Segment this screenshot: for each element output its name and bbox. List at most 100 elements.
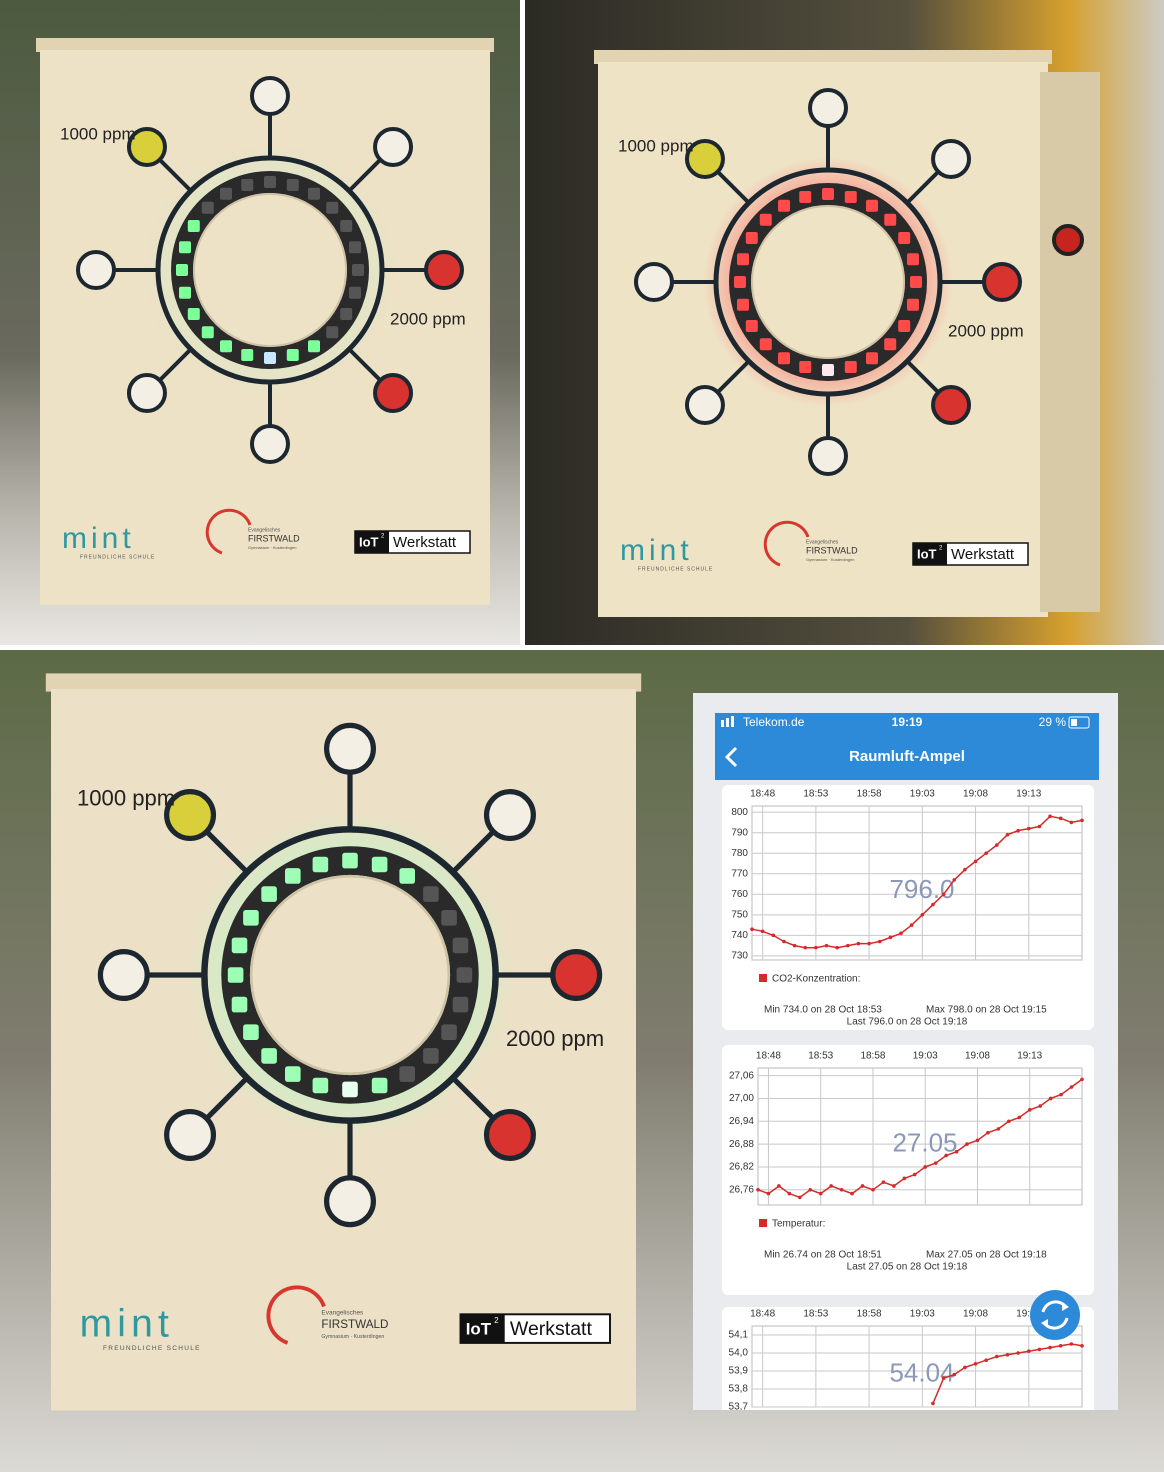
y-tick-label: 53,8: [729, 1384, 749, 1395]
x-tick-label: 19:03: [910, 1309, 935, 1320]
led: [227, 967, 244, 983]
indicator: [250, 424, 290, 464]
indicator: [808, 436, 848, 476]
led: [736, 253, 749, 266]
indicator: [76, 250, 116, 290]
led: [285, 1066, 301, 1082]
led: [231, 996, 248, 1013]
y-tick-label: 780: [731, 848, 748, 859]
label-1000: 1000 ppm: [77, 785, 175, 810]
data-point: [995, 1354, 999, 1359]
x-tick-label: 19:03: [913, 1051, 938, 1062]
plot-frame: [751, 805, 1083, 961]
label-2000: 2000 ppm: [506, 1026, 604, 1051]
data-point: [803, 945, 808, 950]
data-point: [912, 1172, 917, 1177]
data-point: [1048, 1096, 1053, 1101]
data-point: [965, 1142, 969, 1146]
battery-text: 29 %: [1039, 715, 1067, 729]
indicator: [126, 126, 167, 167]
plot-frame: [757, 1067, 1083, 1206]
led: [778, 199, 790, 212]
data-point: [1026, 1349, 1031, 1353]
led: [734, 276, 746, 288]
data-point: [818, 1191, 823, 1196]
x-tick-label: 19:13: [1016, 1309, 1041, 1320]
stat-min: Min 734.0 on 28 Oct 18:53: [764, 1005, 882, 1016]
data-point: [829, 1184, 833, 1188]
data-point: [984, 851, 988, 856]
led: [778, 352, 790, 365]
data-point: [952, 1372, 957, 1377]
indicator: [250, 76, 290, 116]
legend-swatch: [759, 1219, 767, 1227]
indicator: [684, 138, 725, 179]
logo-school-sub: Gymnasium · Kusterdingen: [806, 557, 854, 562]
data-point: [1027, 1108, 1032, 1112]
data-point: [1026, 826, 1031, 831]
x-tick-label: 19:08: [963, 789, 988, 800]
data-point: [1080, 1344, 1084, 1348]
led: [736, 298, 749, 311]
indicator: [164, 1108, 217, 1161]
data-point: [787, 1191, 792, 1196]
led: [241, 349, 254, 362]
indicator: [684, 385, 725, 426]
logo-arc: [205, 508, 252, 555]
logo-school-top: Evangelisches: [248, 527, 281, 533]
led: [799, 190, 812, 203]
data-point: [963, 1365, 967, 1370]
spoke: [907, 361, 940, 394]
data-point: [756, 1187, 760, 1192]
led: [799, 361, 812, 374]
led: [759, 338, 772, 351]
box-lid: [36, 38, 494, 52]
x-tick-label: 19:03: [910, 789, 935, 800]
led: [822, 364, 834, 376]
logo-iot-black: [355, 531, 389, 553]
led: [423, 886, 439, 902]
ring: [155, 155, 385, 385]
led: [261, 1048, 277, 1064]
y-tick-label: 26,94: [729, 1116, 754, 1127]
data-point: [931, 902, 935, 907]
led: [176, 264, 188, 276]
led: [441, 910, 457, 926]
label-1000: 1000 ppm: [60, 124, 136, 143]
data-point: [846, 943, 850, 948]
ring: [713, 167, 943, 397]
logo-iot-sup: 2: [381, 534, 385, 540]
data-point: [1059, 1092, 1063, 1097]
data-point: [1007, 1119, 1011, 1124]
led: [898, 320, 911, 332]
chart-card: [722, 1045, 1094, 1295]
led: [187, 220, 200, 232]
x-tick-label: 19:08: [963, 1309, 988, 1320]
data-point: [941, 892, 946, 897]
led: [759, 213, 772, 226]
data-point: [1017, 1115, 1022, 1120]
box-side: [1040, 72, 1100, 612]
led: [844, 361, 857, 374]
data-point: [975, 1138, 980, 1143]
stat-last: Last 27.05 on 28 Oct 19:18: [847, 1262, 968, 1273]
back-button[interactable]: [724, 746, 738, 768]
data-point: [860, 1184, 865, 1188]
signal-icon: [726, 718, 729, 727]
y-tick-label: 53,9: [729, 1366, 749, 1377]
data-point: [808, 1187, 813, 1192]
y-tick-label: 27,00: [729, 1093, 754, 1104]
box-lid: [45, 673, 642, 692]
logo-mint: mint: [620, 534, 693, 567]
data-point: [850, 1191, 854, 1196]
x-tick-label: 18:58: [857, 789, 882, 800]
refresh-button[interactable]: [1030, 1290, 1080, 1340]
x-tick-label: 19:13: [1016, 789, 1041, 800]
data-point: [923, 1165, 928, 1169]
logo-school: FIRSTWALD: [321, 1318, 388, 1331]
led: [178, 286, 191, 299]
led: [452, 937, 469, 954]
led: [352, 264, 364, 276]
